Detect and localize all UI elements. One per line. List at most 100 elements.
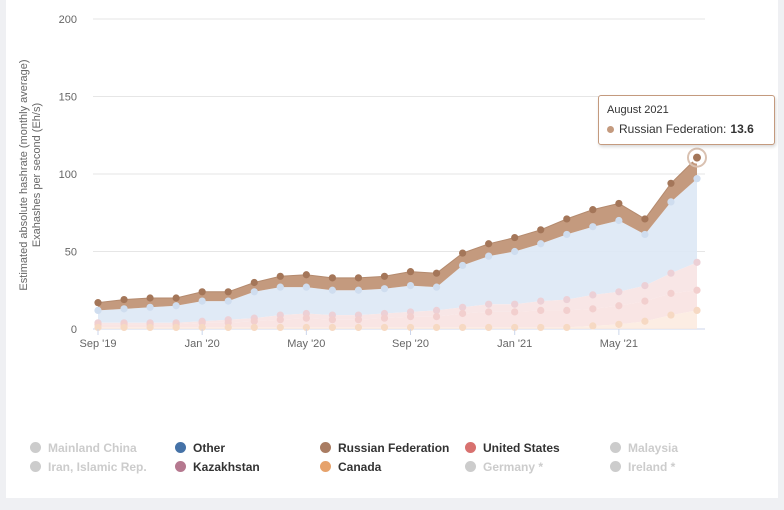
point-russian-federation[interactable] <box>615 199 623 208</box>
legend-item-other[interactable]: Other <box>175 440 320 455</box>
point-canada[interactable] <box>302 323 310 332</box>
point-other[interactable] <box>641 230 649 239</box>
point-russian-federation[interactable] <box>667 179 675 187</box>
point-other[interactable] <box>224 297 232 305</box>
point-canada[interactable] <box>224 323 232 332</box>
point-russian-federation[interactable] <box>94 299 102 307</box>
point-canada[interactable] <box>328 323 336 332</box>
point-canada[interactable] <box>511 323 519 332</box>
point-russian-federation[interactable] <box>589 206 597 214</box>
legend-item-iran-islamic-rep[interactable]: Iran, Islamic Rep. <box>30 459 175 474</box>
point-other[interactable] <box>146 303 154 311</box>
point-russian-federation[interactable] <box>691 151 703 164</box>
point-other[interactable] <box>94 306 102 314</box>
point-united-states[interactable] <box>563 306 571 314</box>
point-canada[interactable] <box>198 323 206 332</box>
point-united-states[interactable] <box>511 308 519 316</box>
point-canada[interactable] <box>276 323 284 332</box>
point-russian-federation[interactable] <box>485 240 493 248</box>
point-canada[interactable] <box>667 311 675 319</box>
point-canada[interactable] <box>537 323 545 332</box>
point-kazakhstan[interactable] <box>432 306 441 314</box>
point-united-states[interactable] <box>302 314 310 322</box>
point-united-states[interactable] <box>380 314 389 322</box>
point-russian-federation[interactable] <box>511 233 519 242</box>
point-russian-federation[interactable] <box>563 215 571 223</box>
point-other[interactable] <box>615 216 623 225</box>
point-canada[interactable] <box>459 323 467 332</box>
point-russian-federation[interactable] <box>172 294 180 302</box>
point-other[interactable] <box>485 252 493 260</box>
point-other[interactable] <box>459 261 467 270</box>
point-canada[interactable] <box>406 323 415 332</box>
point-russian-federation[interactable] <box>354 274 363 282</box>
point-kazakhstan[interactable] <box>563 295 571 304</box>
point-russian-federation[interactable] <box>250 278 258 287</box>
point-kazakhstan[interactable] <box>693 258 701 266</box>
point-russian-federation[interactable] <box>120 295 128 304</box>
point-russian-federation[interactable] <box>198 288 206 296</box>
point-canada[interactable] <box>589 322 597 330</box>
point-united-states[interactable] <box>485 308 493 316</box>
point-kazakhstan[interactable] <box>511 300 519 308</box>
legend-item-russian-federation[interactable]: Russian Federation <box>320 440 465 455</box>
point-other[interactable] <box>276 283 284 291</box>
point-united-states[interactable] <box>667 289 675 297</box>
point-canada[interactable] <box>354 323 363 332</box>
point-russian-federation[interactable] <box>302 271 310 279</box>
point-other[interactable] <box>172 302 180 310</box>
point-united-states[interactable] <box>693 286 701 294</box>
point-canada[interactable] <box>172 323 180 332</box>
point-kazakhstan[interactable] <box>641 282 649 290</box>
point-united-states[interactable] <box>406 313 415 321</box>
point-united-states[interactable] <box>615 302 623 310</box>
point-other[interactable] <box>406 282 415 290</box>
point-canada[interactable] <box>615 320 623 328</box>
point-united-states[interactable] <box>537 306 545 314</box>
point-canada[interactable] <box>641 317 649 325</box>
point-other[interactable] <box>537 240 545 248</box>
point-russian-federation[interactable] <box>328 274 336 282</box>
point-united-states[interactable] <box>589 305 597 313</box>
point-russian-federation[interactable] <box>459 249 467 257</box>
point-other[interactable] <box>589 223 597 231</box>
point-russian-federation[interactable] <box>537 226 545 234</box>
point-canada[interactable] <box>250 323 258 332</box>
point-united-states[interactable] <box>276 316 284 324</box>
point-russian-federation[interactable] <box>406 268 415 276</box>
legend-item-malaysia[interactable]: Malaysia <box>610 440 730 455</box>
point-other[interactable] <box>563 230 571 239</box>
point-canada[interactable] <box>120 323 128 332</box>
point-other[interactable] <box>120 305 128 313</box>
point-other[interactable] <box>198 297 206 305</box>
point-russian-federation[interactable] <box>380 272 389 280</box>
data-points[interactable] <box>94 147 707 332</box>
point-russian-federation[interactable] <box>276 272 284 280</box>
point-other[interactable] <box>328 286 336 294</box>
point-russian-federation[interactable] <box>432 269 441 277</box>
point-kazakhstan[interactable] <box>485 300 493 308</box>
point-kazakhstan[interactable] <box>537 297 545 305</box>
point-russian-federation[interactable] <box>641 215 649 223</box>
point-canada[interactable] <box>693 306 701 314</box>
point-kazakhstan[interactable] <box>667 269 675 277</box>
point-canada[interactable] <box>563 323 571 332</box>
point-united-states[interactable] <box>459 309 467 318</box>
legend-item-canada[interactable]: Canada <box>320 459 465 474</box>
point-canada[interactable] <box>146 323 154 332</box>
point-other[interactable] <box>354 286 363 294</box>
point-canada[interactable] <box>485 323 493 332</box>
legend-item-germany[interactable]: Germany * <box>465 459 610 474</box>
point-united-states[interactable] <box>354 316 363 324</box>
point-other[interactable] <box>667 198 675 206</box>
point-united-states[interactable] <box>250 317 258 325</box>
point-united-states[interactable] <box>328 316 336 324</box>
point-canada[interactable] <box>380 323 389 332</box>
point-canada[interactable] <box>94 323 102 332</box>
legend-item-ireland[interactable]: Ireland * <box>610 459 730 474</box>
point-kazakhstan[interactable] <box>589 291 597 299</box>
point-united-states[interactable] <box>641 297 649 305</box>
point-canada[interactable] <box>432 323 441 332</box>
legend-item-kazakhstan[interactable]: Kazakhstan <box>175 459 320 474</box>
point-other[interactable] <box>380 285 389 293</box>
